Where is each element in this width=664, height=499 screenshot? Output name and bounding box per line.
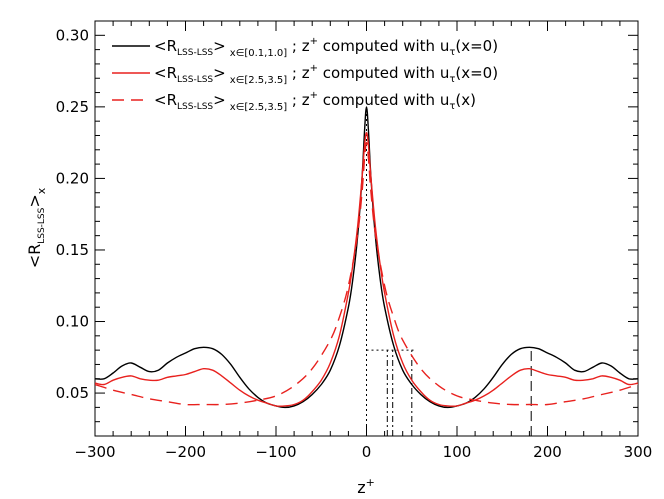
- x-tick-label: −100: [255, 443, 296, 461]
- y-tick-label: 0.10: [56, 313, 89, 331]
- series-line-1: [95, 131, 638, 407]
- x-tick-label: 100: [443, 443, 472, 461]
- x-tick-label: 300: [624, 443, 653, 461]
- x-tick-label: 200: [533, 443, 562, 461]
- y-tick-label: 0.05: [56, 384, 89, 402]
- x-tick-label: −300: [74, 443, 115, 461]
- y-tick-label: 0.15: [56, 241, 89, 259]
- legend-item-1: <RLSS-LSS> x∈[2.5,3.5] ; z+ computed with…: [112, 63, 498, 86]
- series-line-0: [95, 106, 638, 409]
- y-tick-label: 0.30: [56, 26, 89, 44]
- x-axis-label: z+: [357, 476, 375, 497]
- y-axis-label: <RLSS-LSS>x: [25, 187, 48, 268]
- series-line-2: [95, 141, 638, 406]
- x-tick-label: −200: [165, 443, 206, 461]
- legend-label-0: <RLSS-LSS> x∈[0.1,1.0] ; z+ computed with…: [154, 36, 498, 59]
- axis-ticks: −300 −200 −100 0 100 200 300 0.05 0.10 0.15 0.20 0.…: [56, 21, 653, 461]
- legend: <RLSS-LSS> x∈[0.1,1.0] ; z+ computed with…: [112, 36, 498, 113]
- reference-lines: [366, 106, 532, 436]
- legend-label-1: <RLSS-LSS> x∈[2.5,3.5] ; z+ computed with…: [154, 63, 498, 86]
- x-tick-label: 0: [362, 443, 372, 461]
- y-tick-label: 0.20: [56, 169, 89, 187]
- legend-item-0: <RLSS-LSS> x∈[0.1,1.0] ; z+ computed with…: [112, 36, 498, 59]
- legend-label-2: <RLSS-LSS> x∈[2.5,3.5] ; z+ computed with…: [154, 90, 476, 113]
- legend-item-2: <RLSS-LSS> x∈[2.5,3.5] ; z+ computed with…: [112, 90, 476, 113]
- y-tick-label: 0.25: [56, 98, 89, 116]
- series-group: [95, 106, 638, 409]
